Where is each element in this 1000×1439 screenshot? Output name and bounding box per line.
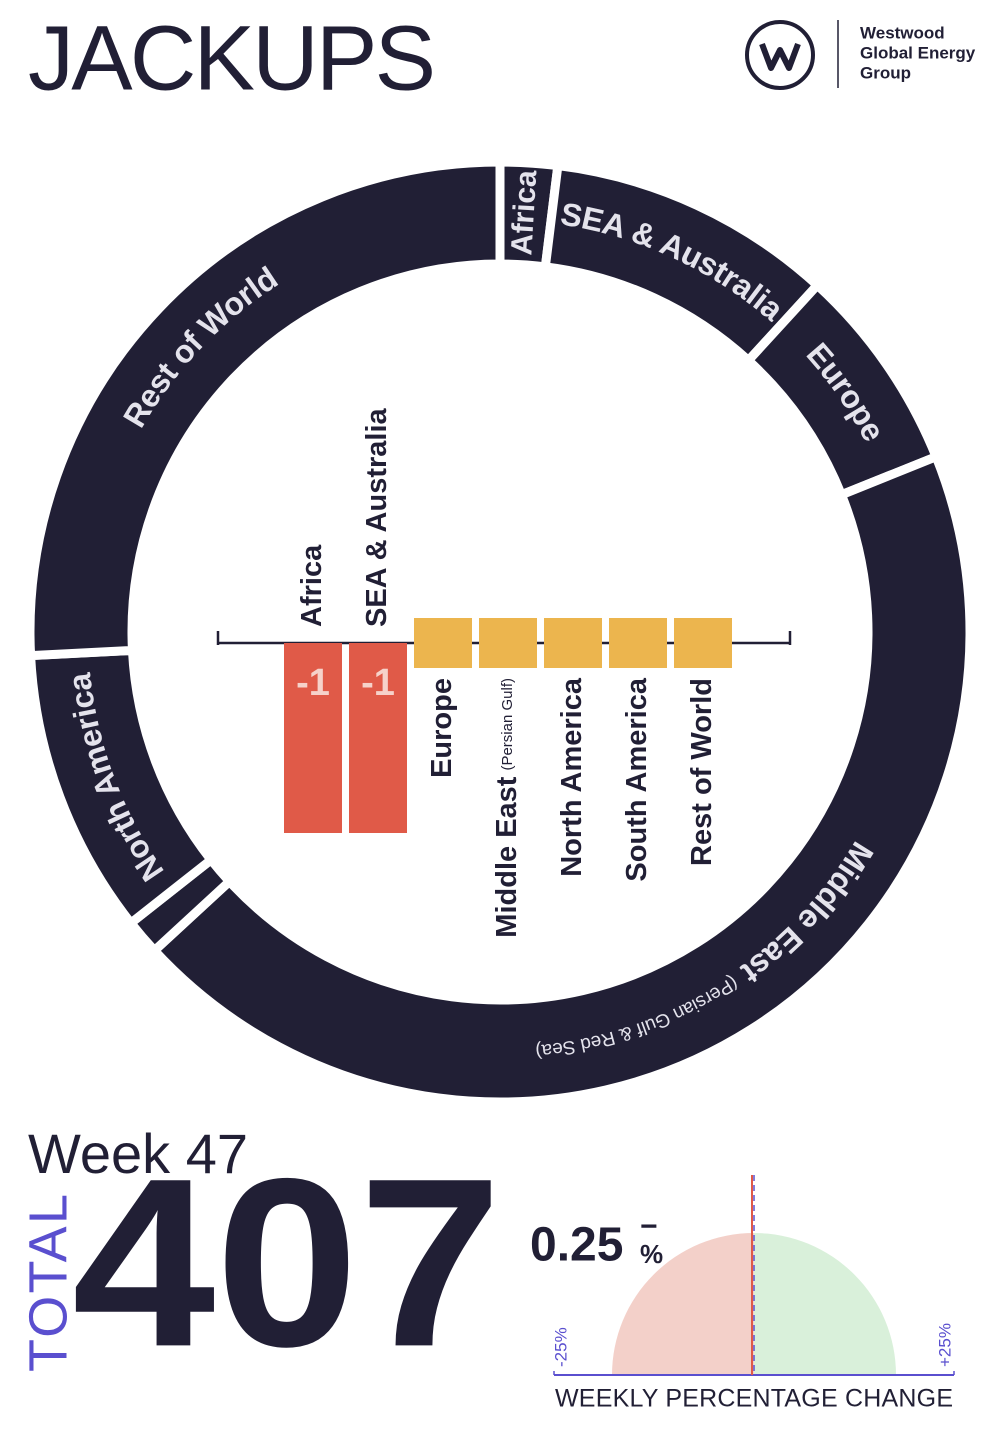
bar-category: Africa — [296, 544, 328, 627]
bar-category: Middle East — [491, 776, 523, 937]
bar-category: North America — [556, 677, 588, 877]
bar-category-group: Europe — [426, 678, 458, 778]
company-name: Global Energy — [860, 43, 976, 62]
gauge-negative — [612, 1233, 754, 1375]
total-value: 407 — [72, 1128, 502, 1396]
gauge-value: 0.25 — [530, 1219, 623, 1272]
bar-zero — [544, 618, 602, 668]
donut-segment — [148, 450, 975, 1107]
week-label: Week 47 — [28, 1122, 248, 1185]
gauge-title: WEEKLY PERCENTAGE CHANGE — [555, 1385, 953, 1413]
bar-category: South America — [621, 677, 653, 881]
bar-category: SEA & Australia — [361, 407, 393, 627]
bar-category: Europe — [426, 678, 458, 778]
bar-category-group: South America — [621, 677, 653, 881]
gauge-positive — [754, 1233, 896, 1375]
bar-category-group: Middle East (Persian Gulf) — [491, 678, 523, 938]
logo-ring — [745, 20, 815, 90]
company-name: Group — [860, 63, 911, 82]
gauge-unit: % — [640, 1239, 663, 1269]
total-label: TOTAL — [18, 1194, 78, 1372]
gauge-sign: − — [640, 1210, 658, 1243]
bar-category-group: North America — [556, 677, 588, 877]
bar — [349, 643, 407, 833]
bar-zero — [609, 618, 667, 668]
logo — [745, 20, 839, 90]
bar-category-group: SEA & Australia — [361, 407, 393, 627]
bar-zero — [479, 618, 537, 668]
gauge-tick-label: -25% — [551, 1327, 570, 1367]
bar-value: -1 — [296, 662, 330, 704]
page-title: JACKUPS — [28, 7, 436, 109]
donut-segment — [25, 157, 505, 661]
bar — [284, 643, 342, 833]
gauge-tick-label: +25% — [935, 1323, 954, 1367]
bar-category-group: Africa — [296, 544, 328, 627]
bar-zero — [414, 618, 472, 668]
bar-category-group: Rest of World — [686, 678, 718, 866]
bar-category: Rest of World — [686, 678, 718, 866]
company-name: Westwood — [860, 23, 945, 42]
bar-zero — [674, 618, 732, 668]
segment-label: Africa — [505, 169, 543, 256]
bar-value: -1 — [361, 662, 395, 704]
bar-category-note: (Persian Gulf) — [499, 678, 516, 771]
logo-mark — [759, 42, 801, 71]
